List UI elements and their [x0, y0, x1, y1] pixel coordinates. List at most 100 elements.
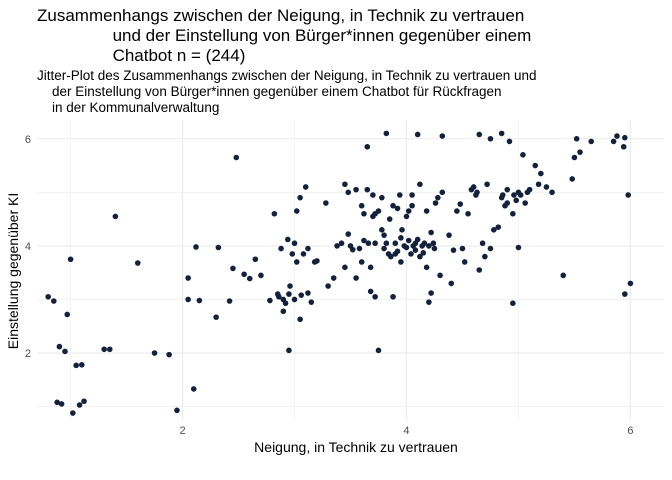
data-point — [627, 280, 634, 287]
data-point — [323, 200, 329, 206]
data-point — [356, 245, 363, 252]
data-point — [437, 272, 443, 279]
data-point — [330, 275, 337, 281]
data-point — [226, 298, 233, 304]
y-axis-title: Einstellung gegenüber KI — [5, 193, 21, 349]
data-point — [50, 298, 57, 304]
data-point — [56, 343, 63, 350]
data-point — [461, 259, 468, 265]
data-point — [334, 243, 340, 249]
data-point — [498, 130, 505, 137]
data-point — [614, 133, 620, 139]
data-point — [571, 154, 578, 161]
data-point — [291, 296, 298, 303]
data-point — [134, 260, 141, 266]
chart-title: Zusammenhangs zwischen der Neigung, in T… — [37, 6, 532, 65]
data-point — [526, 186, 533, 193]
data-point — [577, 149, 583, 155]
data-point — [271, 210, 278, 217]
data-point — [511, 192, 517, 198]
data-points — [45, 130, 634, 416]
data-point — [454, 208, 460, 214]
chart-subtitle: Jitter-Plot des Zusammenhangs zwischen d… — [37, 68, 537, 115]
data-point — [430, 240, 437, 247]
data-point — [403, 244, 410, 251]
data-point — [504, 186, 511, 193]
data-point — [293, 259, 300, 265]
data-point — [504, 200, 511, 206]
data-point — [510, 300, 516, 307]
data-point — [381, 245, 387, 252]
data-point — [193, 244, 199, 250]
data-point — [361, 210, 367, 217]
data-point — [520, 152, 526, 158]
data-point — [291, 240, 298, 247]
data-point — [286, 347, 292, 354]
data-point — [403, 213, 410, 220]
data-point — [358, 202, 365, 209]
data-point — [522, 200, 528, 206]
data-point — [342, 264, 348, 271]
data-point — [370, 192, 376, 198]
data-point — [383, 130, 390, 137]
data-point — [439, 189, 446, 196]
data-point — [405, 237, 412, 244]
data-point — [459, 245, 466, 252]
data-point — [392, 240, 399, 247]
data-point — [386, 216, 393, 222]
data-point — [423, 264, 430, 271]
data-point — [302, 184, 309, 190]
grid-lines — [37, 120, 664, 420]
data-point — [515, 244, 522, 251]
data-point — [499, 192, 506, 198]
data-point — [398, 259, 404, 265]
data-point — [375, 347, 382, 354]
data-point — [372, 293, 378, 300]
data-point — [305, 245, 311, 252]
data-point — [495, 224, 502, 230]
data-point — [487, 135, 494, 142]
data-point — [446, 232, 452, 238]
data-point — [196, 297, 203, 304]
data-point — [409, 202, 415, 209]
data-point — [64, 311, 71, 318]
data-point — [405, 208, 412, 214]
data-point — [535, 181, 542, 188]
data-point — [300, 251, 307, 257]
data-point — [420, 250, 427, 256]
data-point — [408, 251, 414, 257]
data-point — [506, 138, 513, 145]
data-point — [166, 351, 172, 358]
data-point — [484, 181, 490, 188]
data-point — [390, 293, 396, 300]
data-point — [106, 346, 113, 353]
data-point — [510, 210, 516, 217]
data-point — [383, 240, 390, 247]
data-point — [308, 299, 315, 305]
data-point — [367, 264, 374, 271]
data-point — [280, 308, 287, 315]
data-point — [349, 246, 356, 253]
data-point — [298, 292, 305, 298]
data-point — [426, 299, 432, 305]
data-point — [465, 210, 471, 217]
data-point — [450, 247, 457, 253]
data-point — [409, 192, 415, 198]
data-point — [185, 275, 191, 281]
data-point — [314, 258, 320, 264]
data-point — [241, 271, 247, 278]
x-tick-label: 4 — [403, 425, 409, 437]
data-point — [414, 131, 421, 138]
data-point — [342, 181, 348, 188]
data-point — [421, 240, 428, 247]
data-point — [379, 227, 385, 233]
data-point — [417, 181, 423, 188]
data-point — [622, 291, 628, 297]
data-point — [457, 201, 464, 207]
data-point — [246, 275, 253, 282]
data-point — [379, 194, 385, 201]
x-tick-label: 6 — [627, 425, 633, 437]
data-point — [287, 283, 293, 289]
data-point — [353, 275, 359, 281]
data-point — [398, 235, 404, 241]
